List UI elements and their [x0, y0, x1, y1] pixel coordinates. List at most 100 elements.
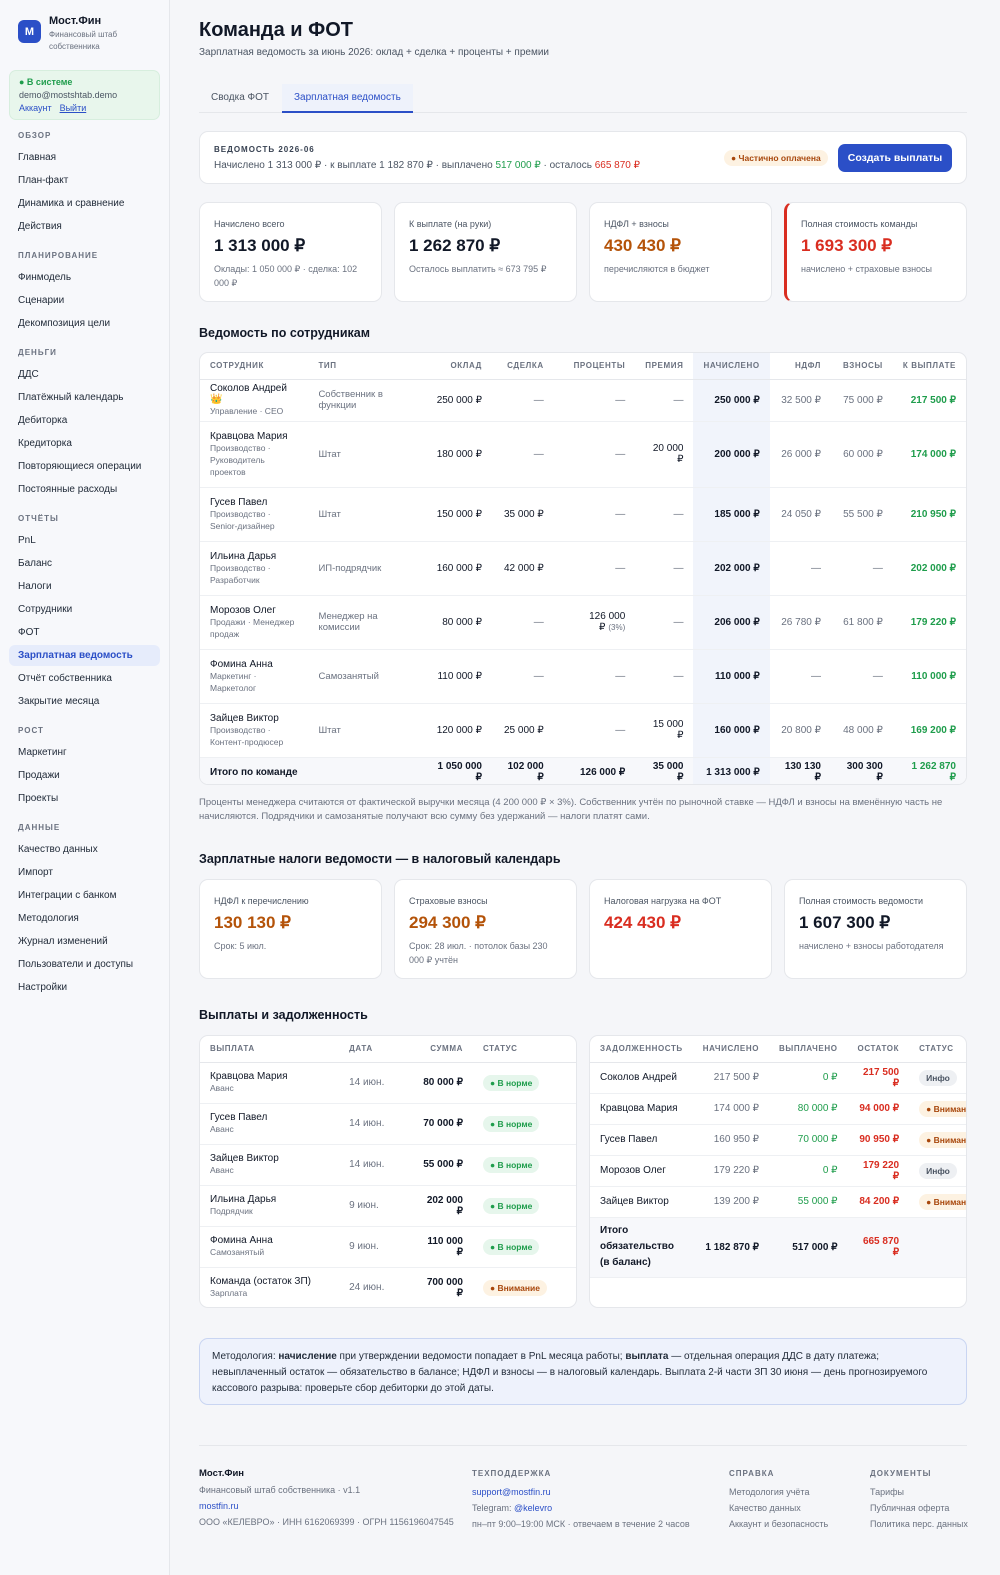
contrib-cell: 48 000 ₽	[830, 703, 893, 758]
sidebar-item[interactable]: Платёжный календарь	[18, 392, 124, 403]
table-row[interactable]: Фомина Анна Маркетинг · Маркетолог Самозан…	[200, 649, 966, 704]
user-status-box: ● В системе demo@mostshtab.demo Аккаунт В…	[9, 70, 160, 120]
sidebar-item[interactable]: Пользователи и доступы	[18, 959, 134, 970]
tab-payroll[interactable]: Зарплатная ведомость	[282, 84, 413, 113]
footer-docs-link[interactable]: Политика перс. данных	[870, 1519, 968, 1529]
sidebar-item[interactable]: Закрытие месяца	[18, 696, 100, 707]
footer-help-link[interactable]: Методология учёта	[729, 1487, 810, 1497]
sidebar-item[interactable]: ФОТ	[18, 627, 40, 638]
column-header[interactable]: ПРОЦЕНТЫ	[553, 353, 636, 380]
table-row[interactable]: Ильина Дарья Производство · Разработчик ИП…	[200, 541, 966, 596]
footer-help-link[interactable]: Аккаунт и безопасность	[729, 1519, 829, 1529]
employee-type: Самозанятый	[308, 649, 427, 704]
sidebar-item[interactable]: Баланс	[18, 558, 53, 569]
column-header[interactable]: ТИП	[308, 353, 427, 380]
sidebar-item[interactable]: ДДС	[18, 369, 39, 380]
account-link[interactable]: Аккаунт	[19, 103, 52, 113]
column-header[interactable]: ЗАДОЛЖЕННОСТЬ	[590, 1036, 693, 1063]
footer-site-link[interactable]: mostfin.ru	[199, 1501, 239, 1511]
table-row[interactable]: Гусев Павел Производство · Senior-дизайне…	[200, 487, 966, 542]
tabs: Сводка ФОТ Зарплатная ведомость	[199, 84, 967, 113]
sidebar-item[interactable]: Зарплатная ведомость	[9, 645, 160, 666]
percent-cell: —	[553, 649, 636, 704]
column-header[interactable]: НАЧИСЛЕНО	[692, 1036, 770, 1063]
sidebar-item[interactable]: Отчёт собственника	[18, 673, 112, 684]
table-row[interactable]: Морозов Олег 179 220 ₽0 ₽179 220 ₽ Инфо	[590, 1155, 966, 1187]
table-row[interactable]: Гусев Павел 160 950 ₽70 000 ₽90 950 ₽ ● Вн…	[590, 1124, 966, 1156]
logout-link[interactable]: Выйти	[59, 103, 87, 113]
column-header[interactable]: СОТРУДНИК	[200, 353, 309, 380]
column-header[interactable]: ОСТАТОК	[847, 1036, 910, 1063]
table-row[interactable]: Команда (остаток ЗП) Зарплата 24 июн. 700 0…	[200, 1267, 576, 1307]
debt-accrued: 179 220 ₽	[692, 1155, 770, 1187]
sidebar-item[interactable]: Методология	[18, 913, 79, 924]
column-header[interactable]: ОКЛАД	[426, 353, 492, 380]
employee-name: Морозов Олег	[210, 604, 276, 616]
sidebar-item[interactable]: Декомпозиция цели	[18, 318, 111, 329]
user-email: demo@mostshtab.demo	[19, 90, 118, 100]
table-row[interactable]: Кравцова Мария Производство · Руководител…	[200, 421, 966, 488]
sidebar-item[interactable]: Динамика и сравнение	[18, 198, 125, 209]
sidebar-item[interactable]: Импорт	[18, 867, 53, 878]
sidebar-item[interactable]: Главная	[18, 152, 57, 163]
column-header[interactable]: СТАТУС	[472, 1036, 576, 1063]
column-header[interactable]: ВЫПЛАТА	[200, 1036, 340, 1063]
table-row[interactable]: Кравцова Мария 174 000 ₽80 000 ₽94 000 ₽ ●…	[590, 1093, 966, 1125]
sidebar-item[interactable]: Проекты	[18, 793, 59, 804]
column-header[interactable]: ПРЕМИЯ	[635, 353, 694, 380]
table-row[interactable]: Зайцев Виктор Аванс 14 июн. 55 000 ₽ ● В нор…	[200, 1144, 576, 1186]
table-row[interactable]: Зайцев Виктор Производство · Контент-прод…	[200, 703, 966, 758]
payment-amount: 80 000 ₽	[411, 1062, 473, 1104]
brand[interactable]: М Мост.Фин Финансовый штаб собственника	[18, 15, 129, 53]
support-email-link[interactable]: support@mostfin.ru	[472, 1487, 551, 1497]
sidebar-item[interactable]: Налоги	[18, 581, 52, 592]
sidebar-item[interactable]: Журнал изменений	[18, 936, 108, 947]
payment-cell: Фомина Анна Самозанятый	[200, 1226, 340, 1268]
brand-name: Мост.Фин	[49, 15, 102, 27]
sidebar-item[interactable]: PnL	[18, 535, 36, 546]
footer-docs-link[interactable]: Тарифы	[870, 1487, 905, 1497]
debt-status-cell: Инфо	[909, 1155, 966, 1187]
table-row[interactable]: Фомина Анна Самозанятый 9 июн. 110 000 ₽ ● В…	[200, 1226, 576, 1268]
table-row[interactable]: Ильина Дарья Подрядчик 9 июн. 202 000 ₽ ● В …	[200, 1185, 576, 1227]
sidebar-item[interactable]: Интеграции с банком	[18, 890, 117, 901]
sidebar-item[interactable]: Постоянные расходы	[18, 484, 118, 495]
table-row[interactable]: Зайцев Виктор 139 200 ₽55 000 ₽84 200 ₽ ● …	[590, 1186, 966, 1218]
sidebar-item[interactable]: Качество данных	[18, 844, 98, 855]
column-header[interactable]: К ВЫПЛАТЕ	[892, 353, 966, 380]
debt-status-cell: Инфо	[909, 1062, 966, 1094]
column-header[interactable]: НАЧИСЛЕНО	[693, 353, 770, 380]
footer-help-link[interactable]: Качество данных	[729, 1503, 801, 1513]
sidebar-item[interactable]: Сценарии	[18, 295, 65, 306]
column-header[interactable]: СТАТУС	[909, 1036, 966, 1063]
column-header[interactable]: СДЕЛКА	[491, 353, 554, 380]
sidebar-item[interactable]: Дебиторка	[18, 415, 68, 426]
sidebar-item[interactable]: Сотрудники	[18, 604, 73, 615]
table-row[interactable]: Гусев Павел Аванс 14 июн. 70 000 ₽ ● В норме	[200, 1103, 576, 1145]
total-payout: 1 262 870 ₽	[892, 757, 966, 784]
sidebar-item[interactable]: Действия	[18, 221, 62, 232]
payment-amount: 700 000 ₽	[411, 1267, 473, 1307]
sidebar-item[interactable]: Настройки	[18, 982, 68, 993]
sidebar-item[interactable]: Маркетинг	[18, 747, 67, 758]
kpi-card: К выплате (на руки) 1 262 870 ₽ Осталось в…	[394, 202, 577, 302]
sidebar-item[interactable]: Кредиторка	[18, 438, 72, 449]
sidebar-item[interactable]: Финмодель	[18, 272, 72, 283]
column-header[interactable]: СУММА	[411, 1036, 473, 1063]
telegram-link[interactable]: @kelevro	[514, 1503, 553, 1513]
table-row[interactable]: Соколов Андрей 👑 Управление · CEO Собствен…	[200, 379, 966, 422]
footer-docs-link[interactable]: Публичная оферта	[870, 1503, 950, 1513]
sidebar-item[interactable]: План-факт	[18, 175, 69, 186]
table-row[interactable]: Соколов Андрей 217 500 ₽0 ₽217 500 ₽ Инфо	[590, 1062, 966, 1094]
tab-fot-summary[interactable]: Сводка ФОТ	[211, 92, 270, 103]
column-header[interactable]: ВЫПЛАЧЕНО	[769, 1036, 848, 1063]
create-payments-button[interactable]: Создать выплаты	[838, 144, 952, 172]
table-row[interactable]: Морозов Олег Продажи · Менеджер продаж Мен…	[200, 595, 966, 650]
column-header[interactable]: ДАТА	[339, 1036, 412, 1063]
sidebar-item[interactable]: Продажи	[18, 770, 60, 781]
sidebar-item[interactable]: Повторяющиеся операции	[18, 461, 142, 472]
payment-name: Команда (остаток ЗП)	[210, 1276, 311, 1287]
table-row[interactable]: Кравцова Мария Аванс 14 июн. 80 000 ₽ ● В но…	[200, 1062, 576, 1104]
column-header[interactable]: ВЗНОСЫ	[830, 353, 893, 380]
column-header[interactable]: НДФЛ	[769, 353, 831, 380]
